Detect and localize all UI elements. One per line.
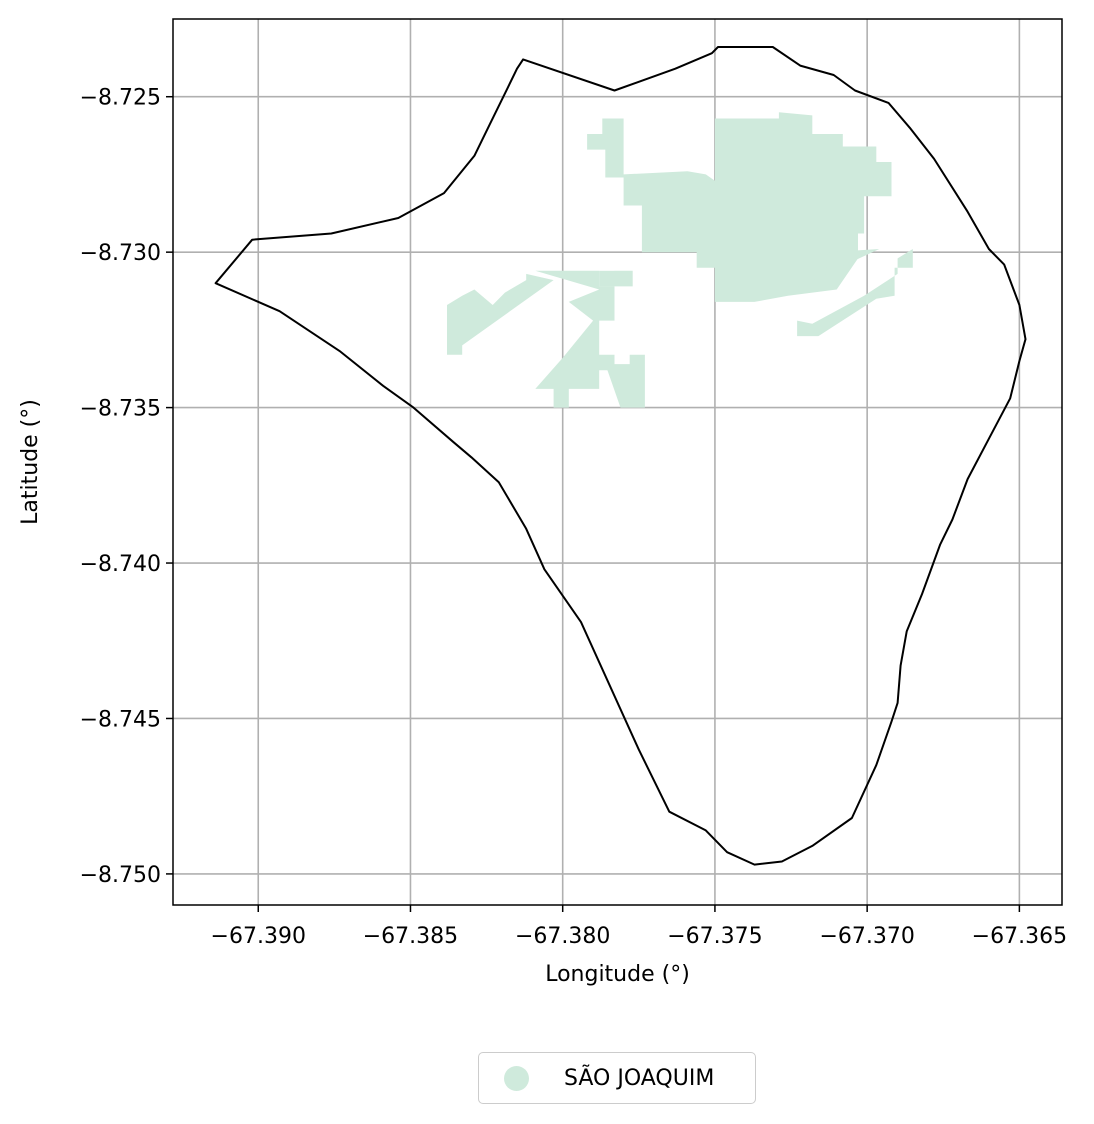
y-tick-label: −8.730 <box>80 241 161 266</box>
settlement-polygon <box>778 249 880 296</box>
legend-marker <box>504 1065 529 1091</box>
x-tick-label: −67.385 <box>363 924 458 949</box>
x-axis-label: Longitude (°) <box>545 962 690 987</box>
settlement-polygon <box>797 249 913 337</box>
y-tick-label: −8.740 <box>80 552 161 577</box>
settlement-polygon <box>447 273 554 355</box>
x-tick-label: −67.370 <box>819 924 914 949</box>
settlement-areas <box>447 112 913 408</box>
settlement-polygon <box>611 367 621 380</box>
y-tick-label: −8.735 <box>80 397 161 422</box>
community-boundary <box>214 46 1027 866</box>
settlement-polygon <box>587 112 892 302</box>
settlement-polygon <box>599 270 615 287</box>
boundary-outline <box>214 46 1027 866</box>
x-tick-label: −67.375 <box>667 924 762 949</box>
x-tick-label: −67.390 <box>211 924 306 949</box>
settlement-polygon <box>535 270 615 408</box>
legend-label: SÃO JOAQUIM <box>564 1065 715 1091</box>
legend: SÃO JOAQUIM <box>478 1052 756 1104</box>
x-tick-label: −67.380 <box>515 924 610 949</box>
plot-frame <box>172 18 1063 906</box>
settlement-polygon <box>614 270 633 287</box>
axis-ticks: −67.390 −67.385 −67.380 −67.375 −67.370 −67.3… <box>80 86 1068 949</box>
grid-lines <box>173 19 1062 905</box>
x-tick-label: −67.365 <box>972 924 1067 949</box>
y-axis-label: Latitude (°) <box>18 399 43 525</box>
y-tick-label: −8.725 <box>80 86 161 111</box>
y-tick-label: −8.750 <box>80 863 161 888</box>
y-tick-label: −8.745 <box>80 707 161 732</box>
